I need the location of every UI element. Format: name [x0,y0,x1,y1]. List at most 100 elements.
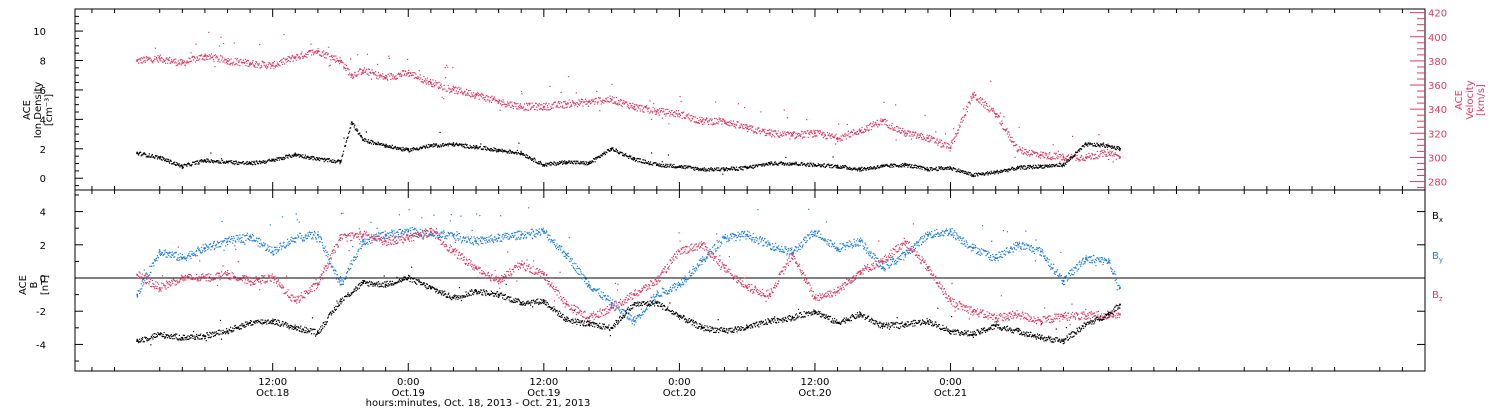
density-series-sample [318,157,320,159]
velocity-series-sample [514,103,516,105]
by-series-sample [174,256,176,258]
velocity-series-sample [373,72,376,74]
density-series-sample [976,172,978,175]
density-series-sample [911,164,913,166]
velocity-series-sample [351,73,353,75]
velocity-series-sample [361,73,363,75]
density-series-sample [722,168,724,170]
velocity-series-sample [432,79,434,81]
density-series-sample [337,160,339,162]
by-series-sample [219,245,222,248]
velocity-series-sample [386,78,388,80]
density-series-sample [491,149,494,151]
density-series-sample [579,162,582,164]
velocity-series-sample [860,129,862,131]
velocity-series-sample [932,137,934,139]
by-series-sample [299,232,301,234]
velocity-series-sample [930,137,932,139]
velocity-series-sample [601,100,603,103]
velocity-series-sample [256,66,258,68]
velocity-series-sample [1011,140,1014,142]
velocity-series-sample [189,60,192,63]
by-series-sample [348,268,350,270]
velocity-series-sample [575,92,577,94]
density-series-sample [898,166,900,168]
velocity-series-sample [959,126,961,128]
density-series-sample [957,169,959,171]
density-series-sample [1066,161,1068,164]
by-series-sample [291,240,293,243]
velocity-series-sample [870,129,872,131]
density-series-sample [847,168,849,170]
density-series-sample [330,160,332,162]
velocity-series-sample [279,65,281,67]
velocity-series-sample [891,127,894,129]
density-series-sample [781,161,783,164]
velocity-series-sample [597,103,599,105]
by-series-sample [140,283,142,285]
by-series-sample [402,234,405,236]
density-series-sample [163,157,165,159]
velocity-series-sample [1079,160,1081,162]
velocity-series-sample [267,66,269,68]
density-series-sample [913,166,916,168]
velocity-series-sample [287,60,289,62]
velocity-series-sample [658,114,660,116]
density-series-sample [841,167,843,169]
density-series-sample [612,147,614,149]
velocity-series-sample [765,133,767,135]
by-series-sample [443,230,445,232]
velocity-series-sample [190,52,192,54]
velocity-series-sample [840,138,842,140]
by-series-sample [364,240,366,242]
velocity-series-point [350,74,353,77]
by-series-sample [322,244,324,246]
by-series-sample [306,235,308,237]
velocity-series-sample [357,54,359,56]
by-series-sample [317,233,319,236]
by-series-sample [268,250,270,252]
velocity-series-sample [564,107,566,109]
velocity-series-sample [214,54,217,56]
velocity-series-sample [573,102,575,104]
density-series-sample [497,148,500,150]
velocity-series-sample [613,102,616,104]
velocity-series-sample [229,59,231,61]
velocity-series-sample [337,61,340,63]
velocity-series-sample [957,132,959,134]
velocity-series-sample [916,134,919,136]
velocity-series-sample [1105,155,1107,157]
by-series-sample [218,246,220,248]
density-series-sample [795,162,798,164]
by-series-sample [361,244,363,246]
velocity-series-sample [1045,154,1047,156]
velocity-series-sample [258,63,260,65]
velocity-series-point [1119,156,1121,159]
by-series-point [1062,280,1065,283]
velocity-series-sample [888,127,890,129]
density-series-sample [765,163,767,166]
density-series-sample [810,162,812,164]
velocity-series-sample [286,58,288,60]
velocity-series-sample [864,129,866,131]
density-series-sample [1013,167,1016,170]
by-series-sample [249,234,252,236]
by-series-sample [379,238,381,240]
velocity-series-sample [627,105,629,107]
velocity-series-sample [605,98,607,100]
velocity-series-sample [867,124,869,127]
density-series-sample [947,166,950,168]
by-series-sample [281,246,283,248]
velocity-series-sample [408,69,410,72]
velocity-series-sample [371,69,373,71]
by-series-sample [381,231,383,234]
density-series-sample [429,145,431,147]
density-series-sample [935,166,937,168]
velocity-series-sample [744,124,746,126]
velocity-series-sample [1057,150,1059,152]
by-series-sample [241,241,243,243]
velocity-series-sample [408,75,410,77]
velocity-series-sample [824,134,827,137]
density-series-sample [1116,146,1118,148]
velocity-series-sample [457,93,459,95]
